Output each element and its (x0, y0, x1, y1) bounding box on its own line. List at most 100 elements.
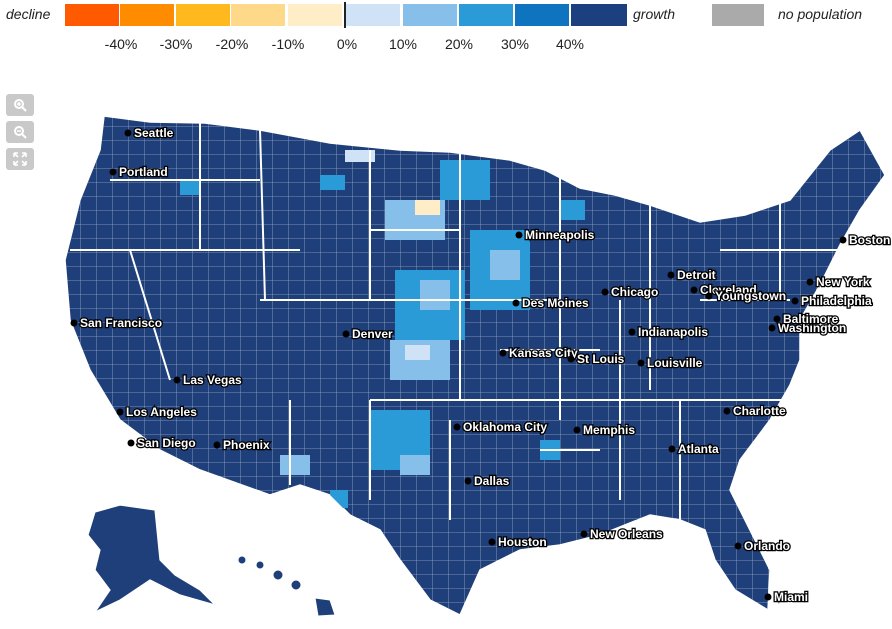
city-dot (213, 441, 221, 449)
city-dot (690, 286, 698, 294)
city-dot (499, 349, 507, 357)
city-dot (637, 359, 645, 367)
contiguous-us (64, 115, 886, 617)
city-label: Charlotte (733, 404, 786, 418)
legend-tick-label: 10% (388, 36, 418, 52)
legend-no-population-swatch (712, 4, 764, 26)
legend-swatch (288, 4, 342, 26)
city-label: Seattle (134, 126, 174, 140)
city-dot (124, 129, 132, 137)
city-label: Louisville (647, 356, 703, 370)
zoom-out-button[interactable] (6, 121, 34, 143)
city-label: Philadelphia (801, 294, 872, 308)
magnifier-minus-icon (14, 126, 27, 139)
city-dot (580, 530, 588, 538)
zoom-in-button[interactable] (6, 94, 34, 116)
legend-swatch (515, 4, 569, 26)
legend-swatch (459, 4, 513, 26)
city-label: San Francisco (80, 316, 162, 330)
legend-swatch (65, 4, 119, 26)
city-dot (127, 439, 135, 447)
city-label: Youngstown (715, 289, 786, 303)
legend-tick-label: 20% (444, 36, 474, 52)
hawaii (237, 555, 336, 617)
city-dot (791, 297, 799, 305)
city-label: Indianapolis (638, 325, 708, 339)
city-dot (628, 328, 636, 336)
legend-tick-label: -30% (159, 36, 193, 52)
city-label: Houston (498, 535, 547, 549)
city-dot (512, 299, 520, 307)
low-growth-counties (180, 150, 585, 508)
city-dot (515, 231, 523, 239)
city-dot (173, 376, 181, 384)
city-dot (768, 324, 776, 332)
legend-growth-label: growth (633, 6, 676, 22)
legend-swatch (403, 4, 457, 26)
legend-tick-label: -40% (104, 36, 138, 52)
city-label: Portland (119, 165, 168, 179)
city-label: Washington (778, 321, 846, 335)
city-dot (109, 168, 117, 176)
city-dot (773, 315, 781, 323)
legend-zero-marker (344, 2, 346, 28)
city-label: Baltimore (783, 312, 839, 326)
state-borders (70, 123, 840, 520)
city-label: Kansas City (509, 346, 578, 360)
city-dot (839, 236, 847, 244)
city-label: Las Vegas (183, 373, 242, 387)
fullscreen-button[interactable] (6, 148, 34, 170)
city-label: Miami (774, 590, 808, 604)
city-dot (764, 593, 772, 601)
city-label: Orlando (744, 539, 790, 553)
city-label: New Orleans (590, 527, 663, 541)
city-dot (734, 542, 742, 550)
legend-swatch (346, 4, 400, 26)
alaska (87, 504, 218, 614)
legend-swatch (571, 4, 627, 26)
legend-decline-label: decline (6, 6, 51, 22)
city-dot (453, 423, 461, 431)
city-dot (806, 278, 814, 286)
city-dot (705, 292, 713, 300)
city-label: St Louis (577, 352, 625, 366)
city-label: Atlanta (678, 442, 719, 456)
expand-arrows-icon (13, 152, 27, 166)
city-label: Los Angeles (126, 405, 197, 419)
city-markers: Seattle Portland San Francisco Los Angeles S… (70, 125, 892, 605)
legend-swatch (176, 4, 230, 26)
city-dot (573, 426, 581, 434)
city-dot (723, 407, 731, 415)
legend-tick-label: -20% (215, 36, 249, 52)
city-dot (342, 330, 350, 338)
city-label: Chicago (611, 285, 658, 299)
legend-tick-label: 0% (336, 36, 358, 52)
city-dot (667, 271, 675, 279)
legend-swatch (120, 4, 174, 26)
city-label: Des Moines (522, 296, 589, 310)
city-dot (567, 355, 575, 363)
city-label: Oklahoma City (463, 420, 547, 434)
city-label: Memphis (583, 423, 635, 437)
city-label: Denver (352, 327, 393, 341)
legend-swatch (231, 4, 285, 26)
city-dot (70, 319, 78, 327)
legend-no-population-label: no population (778, 6, 863, 22)
legend-tick-label: 40% (555, 36, 585, 52)
city-dot (668, 445, 676, 453)
city-dot (464, 477, 472, 485)
city-label: Phoenix (223, 438, 270, 452)
city-label: Detroit (677, 268, 716, 282)
city-dot (116, 408, 124, 416)
city-label: New York (816, 275, 870, 289)
legend-tick-label: 30% (500, 36, 530, 52)
legend: decline growth no population -40% -30% -20… (0, 0, 892, 60)
city-label: San Diego (137, 436, 196, 450)
legend-tick-label: -10% (271, 36, 305, 52)
city-label: Cleveland (700, 283, 757, 297)
magnifier-plus-icon (14, 99, 27, 112)
city-dot (488, 538, 496, 546)
city-label: Dallas (474, 474, 510, 488)
city-dot (601, 288, 609, 296)
